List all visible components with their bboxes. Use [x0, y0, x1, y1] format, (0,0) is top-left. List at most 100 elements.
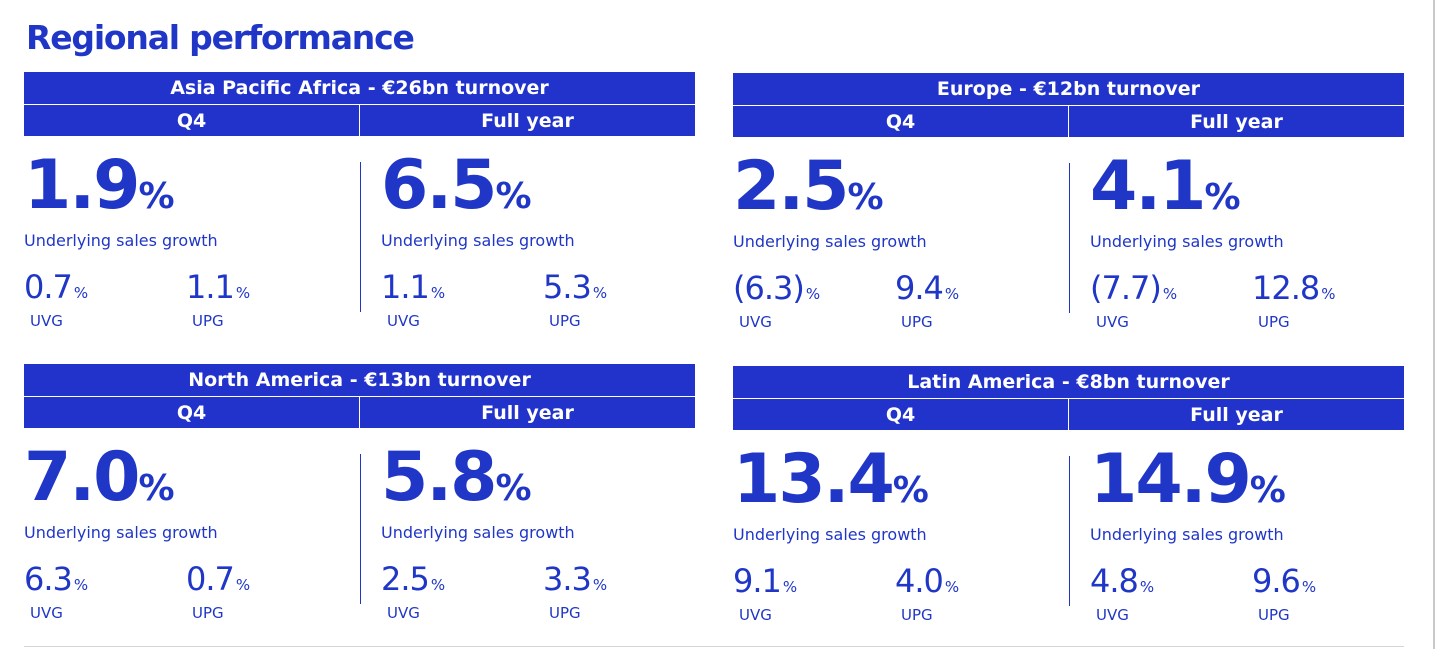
metric-label: UPG	[901, 313, 933, 331]
uvg-metric: (7.7)% UVG	[1090, 269, 1178, 331]
upg-metric: 0.7% UPG	[186, 560, 251, 622]
headline-growth: 6.5%	[381, 152, 532, 220]
growth-value: 1.9	[24, 146, 140, 225]
region-header: Europe - €12bn turnover	[733, 73, 1404, 105]
percent-sign: %	[1301, 578, 1317, 596]
metric-label: UVG	[739, 606, 772, 624]
metric-value: 9.1	[733, 562, 782, 600]
page-title: Regional performance	[26, 18, 415, 57]
uvg-metric: 0.7% UVG	[24, 268, 89, 330]
metric-label: UPG	[192, 604, 224, 622]
period-header-full-year: Full year	[360, 397, 695, 428]
metric-label: UPG	[1258, 313, 1290, 331]
percent-sign: %	[782, 578, 798, 596]
metric-label: UVG	[30, 312, 63, 330]
percent-sign: %	[1204, 177, 1241, 218]
percent-sign: %	[73, 284, 89, 302]
metric-label: UPG	[192, 312, 224, 330]
region-panel-north-america: North America - €13bn turnover Q4 Full y…	[24, 364, 695, 634]
percent-sign: %	[1139, 578, 1155, 596]
uvg-metric: 2.5% UVG	[381, 560, 446, 622]
percent-sign: %	[430, 576, 446, 594]
period-header-full-year: Full year	[1069, 399, 1404, 430]
percent-sign: %	[138, 468, 175, 509]
region-panel-europe: Europe - €12bn turnover Q4 Full year 2.5…	[733, 73, 1404, 343]
region-panel-latin-america: Latin America - €8bn turnover Q4 Full ye…	[733, 366, 1404, 636]
growth-label: Underlying sales growth	[1090, 525, 1284, 544]
percent-sign: %	[892, 470, 929, 511]
percent-sign: %	[592, 284, 608, 302]
metric-label: UVG	[387, 604, 420, 622]
region-header: North America - €13bn turnover	[24, 364, 695, 396]
growth-value: 7.0	[24, 438, 140, 517]
percent-sign: %	[944, 578, 960, 596]
growth-value: 13.4	[733, 440, 895, 519]
upg-metric: 4.0% UPG	[895, 562, 960, 624]
metric-label: UVG	[1096, 606, 1129, 624]
metric-label: UVG	[30, 604, 63, 622]
headline-growth: 13.4%	[733, 446, 929, 514]
column-divider	[360, 162, 361, 312]
column-divider	[1069, 456, 1070, 606]
period-header-q4: Q4	[24, 105, 359, 136]
growth-label: Underlying sales growth	[733, 525, 927, 544]
metric-value: 12.8	[1252, 269, 1320, 307]
metric-label: UPG	[549, 604, 581, 622]
growth-value: 5.8	[381, 438, 497, 517]
percent-sign: %	[944, 285, 960, 303]
percent-sign: %	[1162, 285, 1178, 303]
page-edge-rule	[1433, 0, 1435, 649]
uvg-metric: 1.1% UVG	[381, 268, 446, 330]
percent-sign: %	[1321, 285, 1336, 303]
metric-label: UPG	[901, 606, 933, 624]
period-header-q4: Q4	[733, 399, 1068, 430]
region-panel-asia-pacific-africa: Asia Pacific Africa - €26bn turnover Q4 …	[24, 72, 695, 342]
metric-value: 0.7	[186, 560, 235, 598]
headline-growth: 7.0%	[24, 444, 175, 512]
headline-growth: 5.8%	[381, 444, 532, 512]
percent-sign: %	[805, 285, 821, 303]
q4-column: 2.5% Underlying sales growth (6.3)% UVG 9…	[733, 153, 1063, 333]
period-header-full-year: Full year	[360, 105, 695, 136]
metric-value: (7.7)	[1090, 269, 1162, 307]
percent-sign: %	[495, 176, 532, 217]
full-year-column: 5.8% Underlying sales growth 2.5% UVG 3.3…	[381, 444, 711, 624]
full-year-column: 14.9% Underlying sales growth 4.8% UVG 9.…	[1090, 446, 1420, 626]
column-divider	[360, 454, 361, 604]
growth-value: 6.5	[381, 146, 497, 225]
metric-value: (6.3)	[733, 269, 805, 307]
growth-label: Underlying sales growth	[1090, 232, 1284, 251]
upg-metric: 1.1% UPG	[186, 268, 251, 330]
metric-label: UVG	[739, 313, 772, 331]
percent-sign: %	[73, 576, 89, 594]
period-header-q4: Q4	[733, 106, 1068, 137]
metric-value: 2.5	[381, 560, 430, 598]
uvg-metric: (6.3)% UVG	[733, 269, 821, 331]
q4-column: 7.0% Underlying sales growth 6.3% UVG 0.7…	[24, 444, 354, 624]
percent-sign: %	[847, 177, 884, 218]
percent-sign: %	[495, 468, 532, 509]
headline-growth: 4.1%	[1090, 153, 1241, 221]
upg-metric: 5.3% UPG	[543, 268, 608, 330]
percent-sign: %	[430, 284, 446, 302]
upg-metric: 12.8% UPG	[1252, 269, 1336, 331]
growth-value: 14.9	[1090, 440, 1252, 519]
upg-metric: 3.3% UPG	[543, 560, 608, 622]
growth-label: Underlying sales growth	[381, 523, 575, 542]
percent-sign: %	[138, 176, 175, 217]
metric-label: UPG	[1258, 606, 1290, 624]
headline-growth: 2.5%	[733, 153, 884, 221]
metric-value: 0.7	[24, 268, 73, 306]
growth-label: Underlying sales growth	[24, 231, 218, 250]
metric-value: 4.0	[895, 562, 944, 600]
column-divider	[1069, 163, 1070, 313]
headline-growth: 1.9%	[24, 152, 175, 220]
metric-value: 9.4	[895, 269, 944, 307]
full-year-column: 4.1% Underlying sales growth (7.7)% UVG 1…	[1090, 153, 1420, 333]
growth-label: Underlying sales growth	[381, 231, 575, 250]
region-header: Latin America - €8bn turnover	[733, 366, 1404, 398]
percent-sign: %	[235, 576, 251, 594]
percent-sign: %	[235, 284, 251, 302]
q4-column: 13.4% Underlying sales growth 9.1% UVG 4.…	[733, 446, 1063, 626]
percent-sign: %	[592, 576, 608, 594]
